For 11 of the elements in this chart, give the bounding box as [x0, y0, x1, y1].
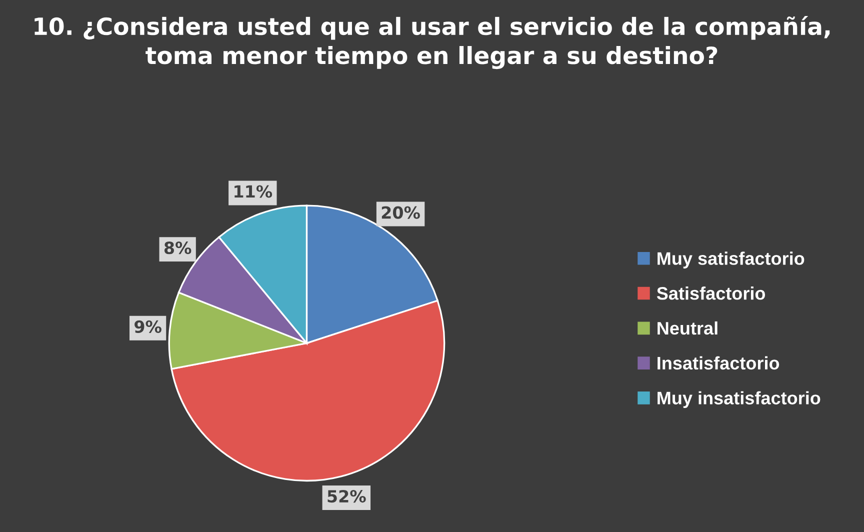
- data-label: 11%: [234, 185, 272, 198]
- legend-label: Muy insatisfactorio: [658, 391, 820, 408]
- data-label: 8%: [164, 242, 192, 254]
- legend-label: Satisfactorio: [656, 286, 766, 300]
- legend-label: Insatisfactorio: [658, 356, 780, 370]
- data-label: 52%: [328, 490, 366, 503]
- legend-label: Muy satisfactorio: [658, 252, 804, 268]
- chart-title: 10. ¿Considera usted que al usar el servicio de la compañía, toma menor tiempo en llegar a su destino?: [34, 16, 830, 70]
- legend-label: Neutral: [658, 321, 718, 335]
- data-label: 20%: [382, 206, 420, 219]
- data-label: 9%: [134, 320, 162, 333]
